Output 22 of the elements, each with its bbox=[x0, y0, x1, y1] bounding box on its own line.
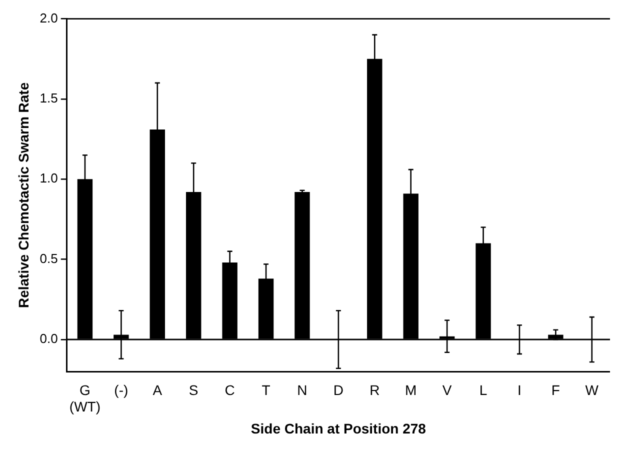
x-tick-label: L bbox=[479, 382, 488, 398]
x-tick-label: I bbox=[518, 382, 522, 398]
x-tick-label: T bbox=[262, 382, 271, 398]
x-tick-label: V bbox=[442, 382, 452, 398]
y-tick-label: 0.0 bbox=[40, 331, 58, 346]
x-tick-label: A bbox=[152, 382, 163, 398]
x-tick-label: N bbox=[297, 382, 308, 398]
y-tick-label: 1.0 bbox=[40, 170, 58, 186]
x-tick-label: D bbox=[333, 382, 344, 398]
y-tick-label: 0.5 bbox=[40, 250, 58, 266]
x-axis-title: Side Chain at Position 278 bbox=[250, 420, 426, 436]
x-tick-label: (-) bbox=[114, 382, 128, 398]
x-tick-label: S bbox=[188, 382, 198, 398]
x-tick-label: M bbox=[405, 382, 417, 398]
x-tick-label: C bbox=[224, 382, 235, 398]
y-tick-label: 1.5 bbox=[40, 90, 58, 106]
y-axis-title: Relative Chemotactic Swarm Rate bbox=[15, 82, 32, 308]
x-tick-label: W bbox=[585, 382, 600, 398]
x-tick-label: R bbox=[370, 382, 380, 398]
x-tick-label: G (WT) bbox=[69, 382, 101, 415]
x-tick-label: F bbox=[551, 382, 560, 398]
y-tick-label: 2.0 bbox=[40, 10, 58, 26]
